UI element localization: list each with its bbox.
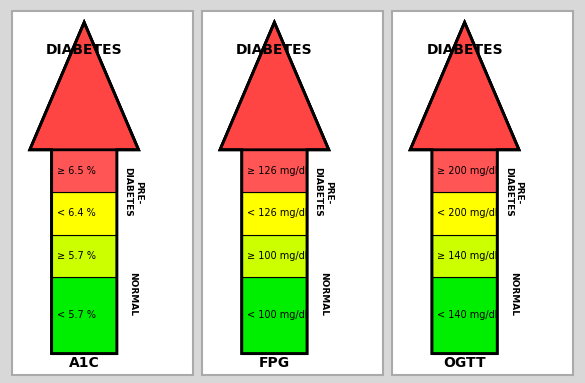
Bar [242, 235, 307, 277]
Text: < 200 mg/dl: < 200 mg/dl [438, 208, 498, 218]
Bar [432, 192, 497, 235]
Text: ≥ 200 mg/dl: ≥ 200 mg/dl [438, 166, 498, 176]
Text: NORMAL: NORMAL [509, 272, 518, 316]
Text: PRE-
DIABETES: PRE- DIABETES [123, 167, 143, 217]
Text: DIABETES: DIABETES [236, 43, 313, 57]
Bar [51, 150, 117, 192]
Text: < 140 mg/dl: < 140 mg/dl [438, 310, 498, 320]
Bar [51, 192, 117, 235]
Text: A1C: A1C [69, 356, 99, 370]
Text: < 5.7 %: < 5.7 % [57, 310, 96, 320]
Text: ≥ 100 mg/dl: ≥ 100 mg/dl [247, 251, 308, 261]
Bar [51, 235, 117, 277]
Text: < 126 mg/dl: < 126 mg/dl [247, 208, 308, 218]
Text: ≥ 6.5 %: ≥ 6.5 % [57, 166, 96, 176]
Bar [242, 277, 307, 354]
Bar [242, 192, 307, 235]
Text: DIABETES: DIABETES [426, 43, 503, 57]
Text: < 100 mg/dl: < 100 mg/dl [247, 310, 308, 320]
Text: NORMAL: NORMAL [129, 272, 137, 316]
Text: PRE-
DIABETES: PRE- DIABETES [314, 167, 333, 217]
Polygon shape [410, 22, 519, 150]
Polygon shape [410, 22, 519, 354]
Text: NORMAL: NORMAL [319, 272, 328, 316]
Bar [432, 150, 497, 192]
Text: DIABETES: DIABETES [46, 43, 122, 57]
Polygon shape [30, 22, 139, 150]
Polygon shape [30, 22, 139, 354]
Polygon shape [220, 22, 329, 150]
Text: OGTT: OGTT [443, 356, 486, 370]
Text: ≥ 126 mg/dl: ≥ 126 mg/dl [247, 166, 308, 176]
Text: FPG: FPG [259, 356, 290, 370]
Polygon shape [220, 22, 329, 354]
Bar [432, 277, 497, 354]
Bar [432, 235, 497, 277]
Text: < 6.4 %: < 6.4 % [57, 208, 96, 218]
Text: ≥ 140 mg/dl: ≥ 140 mg/dl [438, 251, 498, 261]
Text: ≥ 5.7 %: ≥ 5.7 % [57, 251, 96, 261]
Bar [51, 277, 117, 354]
Text: PRE-
DIABETES: PRE- DIABETES [504, 167, 523, 217]
Bar [242, 150, 307, 192]
